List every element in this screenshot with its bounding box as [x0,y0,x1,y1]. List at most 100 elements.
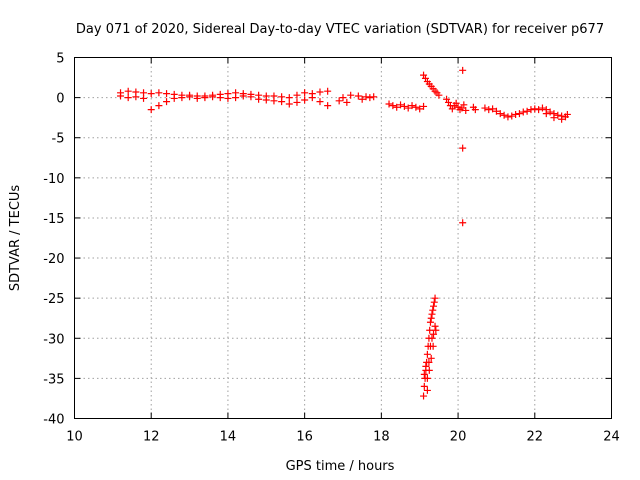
data-point [563,110,571,118]
data-point [485,106,493,114]
data-point [301,89,309,97]
data-point [519,108,527,116]
data-point [535,106,543,114]
data-point [385,100,393,108]
data-point [308,94,316,102]
data-point [397,101,405,109]
data-point [262,96,270,104]
data-point [354,92,362,100]
grid [74,57,612,419]
x-tick-label: 18 [373,430,390,445]
data-point [155,89,163,97]
data-point [452,99,460,107]
data-point [339,94,347,102]
x-tick-label: 20 [450,430,467,445]
data-point [492,107,500,115]
x-axis-label: GPS time / hours [286,459,395,474]
data-point [178,94,186,102]
x-tick-label: 24 [603,430,620,445]
data-point [163,98,171,106]
data-point [404,104,412,112]
data-point [425,366,433,374]
x-tick-label: 12 [143,430,160,445]
data-point [423,350,431,358]
data-point [558,115,566,123]
data-point [531,105,539,113]
data-point [430,298,438,306]
data-point [496,110,504,118]
y-tick-label: -30 [43,332,64,347]
y-tick-label: -35 [43,372,64,387]
data-point [538,104,546,112]
data-point [335,97,343,105]
data-point [293,98,301,106]
data-point [366,94,374,102]
data-point [400,102,408,110]
y-axis-label: SDTVAR / TECUs [8,185,23,292]
data-point [285,94,293,102]
plot-frame [74,57,612,419]
data-point [420,102,428,110]
data-point [459,144,467,152]
y-tick-label: -5 [52,132,65,147]
x-tick-label: 14 [220,430,237,445]
x-tick-label: 10 [66,430,83,445]
y-tick-label: 5 [56,52,64,67]
data-point [426,326,434,334]
data-point [316,88,324,96]
data-point [324,87,332,95]
data-point [428,310,436,318]
data-point [278,98,286,106]
data-point [427,354,435,362]
data-point [140,94,148,102]
data-point [293,91,301,99]
data-point [527,106,535,114]
data-point [428,334,436,342]
y-tick-label: -10 [43,172,64,187]
data-point [431,322,439,330]
data-point [546,108,554,116]
data-point [542,110,550,118]
y-tick-label: -15 [43,212,64,227]
data-point [362,93,370,101]
data-point [423,374,431,382]
data-point [247,93,255,101]
data-point [432,326,440,334]
data-point [209,93,217,101]
data-point [170,94,178,102]
x-tick-label: 16 [296,430,313,445]
data-point [420,392,428,400]
data-point [232,94,240,102]
data-point [430,302,438,310]
data-point [462,106,470,114]
data-point [163,90,171,98]
data-point [270,97,278,105]
data-point [255,95,263,103]
data-point [460,101,468,109]
data-point [420,370,428,378]
data-point [316,98,324,106]
data-point [523,107,531,115]
data-point [422,362,430,370]
data-point [132,93,140,101]
data-point [347,91,355,99]
data-points [117,66,571,400]
data-point [427,314,435,322]
data-point [471,106,479,114]
data-point [504,113,512,121]
data-point [459,219,467,227]
y-tick-label: -25 [43,292,64,307]
y-tick-label: 0 [56,92,64,107]
data-point [435,91,443,99]
data-point [425,358,433,366]
data-point [239,92,247,100]
y-tick-label: -20 [43,252,64,267]
data-point [431,294,439,302]
data-point [429,306,437,314]
data-point [459,66,467,74]
x-tick-label: 22 [527,430,544,445]
data-point [124,87,132,95]
data-point [343,98,351,106]
data-point [512,110,520,118]
